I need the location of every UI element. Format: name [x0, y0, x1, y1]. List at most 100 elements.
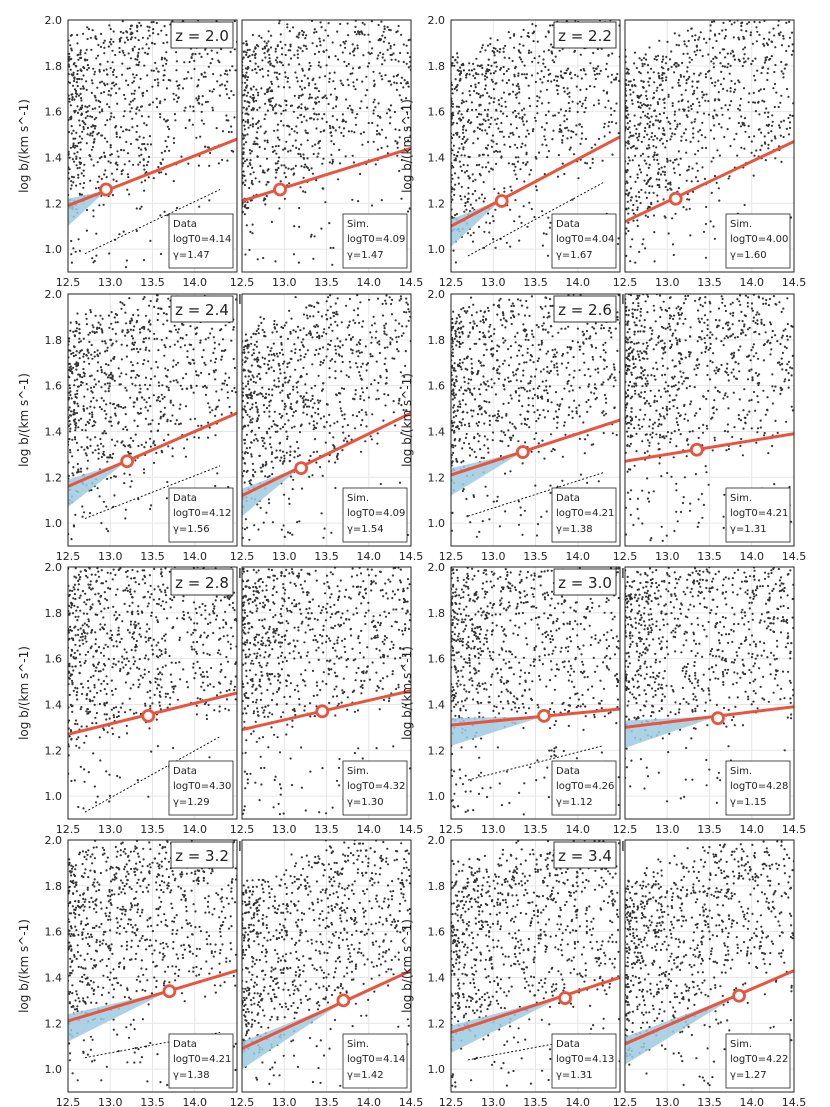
- scatter-point: [358, 411, 361, 414]
- scatter-point: [300, 103, 303, 106]
- scatter-point: [214, 484, 217, 488]
- scatter-point: [118, 40, 121, 43]
- scatter-point: [753, 135, 756, 138]
- scatter-point: [86, 407, 89, 410]
- scatter-point: [304, 398, 307, 401]
- scatter-point: [81, 505, 84, 508]
- scatter-point: [395, 88, 398, 91]
- scatter-point: [105, 176, 108, 179]
- scatter-point: [163, 395, 166, 399]
- scatter-point: [460, 154, 463, 157]
- scatter-point: [72, 474, 75, 477]
- scatter-point: [155, 97, 158, 100]
- scatter-point: [382, 40, 385, 43]
- scatter-point: [101, 108, 104, 111]
- scatter-point: [75, 396, 78, 399]
- scatter-point: [296, 56, 299, 60]
- scatter-point: [69, 430, 72, 433]
- scatter-point: [197, 78, 200, 81]
- scatter-point: [668, 58, 672, 61]
- scatter-point: [72, 525, 76, 528]
- scatter-point: [251, 33, 254, 37]
- scatter-point: [527, 51, 531, 55]
- scatter-point: [750, 151, 753, 154]
- scatter-point: [117, 367, 120, 370]
- scatter-point: [91, 115, 94, 119]
- scatter-point: [787, 95, 790, 98]
- scatter-point: [243, 452, 246, 455]
- scatter-point: [544, 114, 548, 117]
- scatter-point: [391, 357, 394, 360]
- scatter-point: [244, 344, 247, 348]
- scatter-point: [631, 209, 634, 212]
- scatter-point: [78, 77, 81, 81]
- scatter-point: [723, 37, 726, 40]
- scatter-point: [256, 417, 259, 420]
- scatter-point: [109, 420, 112, 423]
- scatter-point: [679, 74, 682, 77]
- scatter-point: [547, 68, 550, 71]
- scatter-point: [231, 389, 234, 393]
- scatter-point: [76, 392, 79, 395]
- legend-logT0: logT0=4.00: [730, 234, 788, 245]
- scatter-point: [703, 177, 707, 180]
- scatter-point: [79, 148, 82, 151]
- scatter-point: [261, 47, 264, 51]
- scatter-point: [159, 116, 162, 119]
- scatter-point: [131, 81, 134, 84]
- scatter-point: [373, 98, 376, 101]
- scatter-point: [179, 384, 182, 387]
- scatter-point: [175, 51, 178, 54]
- scatter-point: [472, 180, 475, 183]
- scatter-point: [90, 158, 93, 161]
- scatter-point: [274, 176, 277, 179]
- scatter-point: [519, 58, 523, 61]
- scatter-point: [532, 40, 535, 43]
- legend-label: Data: [173, 219, 197, 230]
- scatter-point: [407, 116, 410, 119]
- scatter-point: [638, 132, 641, 135]
- scatter-point: [713, 109, 716, 112]
- scatter-point: [629, 260, 632, 263]
- scatter-point: [673, 171, 676, 174]
- scatter-point: [658, 186, 661, 189]
- scatter-point: [383, 25, 386, 28]
- scatter-point: [653, 151, 656, 154]
- scatter-point: [80, 193, 83, 196]
- scatter-point: [653, 231, 656, 234]
- scatter-point: [641, 152, 645, 155]
- scatter-point: [538, 55, 541, 58]
- scatter-point: [145, 401, 148, 404]
- scatter-point: [530, 207, 533, 211]
- scatter-point: [139, 412, 142, 415]
- scatter-point: [640, 188, 643, 191]
- scatter-point: [383, 330, 386, 333]
- scatter-point: [114, 414, 117, 417]
- scatter-point: [385, 376, 388, 379]
- scatter-point: [147, 423, 150, 426]
- scatter-point: [673, 32, 676, 35]
- scatter-point: [356, 44, 359, 47]
- scatter-point: [106, 530, 110, 533]
- scatter-point: [82, 409, 86, 412]
- scatter-point: [100, 92, 103, 95]
- scatter-point: [681, 61, 684, 65]
- scatter-point: [265, 392, 268, 395]
- scatter-point: [791, 114, 794, 117]
- scatter-point: [272, 466, 275, 469]
- scatter-point: [256, 155, 259, 158]
- scatter-point: [709, 129, 713, 132]
- scatter-point: [159, 410, 162, 413]
- scatter-point: [322, 359, 326, 362]
- scatter-point: [388, 80, 392, 83]
- scatter-point: [474, 86, 477, 89]
- scatter-point: [296, 49, 299, 52]
- scatter-point: [733, 91, 736, 94]
- scatter-point: [167, 445, 170, 448]
- scatter-point: [646, 174, 649, 177]
- scatter-point: [150, 69, 153, 72]
- scatter-point: [394, 140, 397, 143]
- scatter-point: [328, 124, 331, 128]
- scatter-point: [359, 338, 362, 342]
- scatter-point: [355, 33, 358, 36]
